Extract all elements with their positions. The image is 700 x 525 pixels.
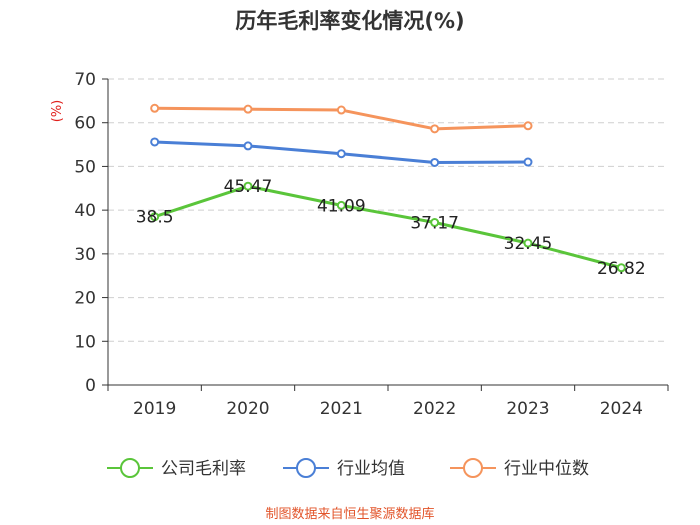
legend-marker: [120, 458, 140, 478]
legend-marker: [463, 458, 483, 478]
chart-title: 历年毛利率变化情况(%): [235, 9, 464, 33]
x-tick-label: 2022: [413, 399, 456, 419]
series-layer: [150, 103, 626, 273]
data-point: [430, 157, 440, 167]
y-tick-label: 40: [74, 201, 96, 221]
legend-label: 公司毛利率: [161, 459, 246, 479]
data-point: [243, 141, 253, 151]
data-label: 38.5: [136, 208, 174, 228]
x-tick-label: 2019: [133, 399, 176, 419]
data-point: [430, 124, 440, 134]
y-axis-unit-label: (%): [50, 100, 65, 123]
data-point: [430, 218, 440, 228]
y-tick-label: 0: [85, 376, 96, 396]
source-note: 制图数据来自恒生聚源数据库: [265, 506, 434, 522]
data-label: 45.47: [224, 177, 273, 197]
data-point: [150, 212, 160, 222]
data-point: [616, 263, 626, 273]
data-point: [336, 105, 346, 115]
y-tick-label: 10: [74, 332, 96, 352]
data-point: [523, 238, 533, 248]
data-point: [523, 121, 533, 131]
legend-item[interactable]: 行业均值: [283, 458, 405, 479]
y-tick-label: 30: [74, 245, 96, 265]
data-point: [336, 149, 346, 159]
data-label: 41.09: [317, 196, 366, 216]
y-tick-label: 60: [74, 114, 96, 134]
data-point: [523, 157, 533, 167]
legend-item[interactable]: 行业中位数: [450, 458, 589, 479]
data-point: [243, 181, 253, 191]
x-tick-label: 2020: [226, 399, 269, 419]
x-tick-label: 2024: [600, 399, 643, 419]
axes: 0 10 20 30 40 50 60 70 2019 2020 2021 2022 2023 2024: [74, 70, 669, 419]
data-label: 26.82: [597, 259, 646, 279]
series-line: [154, 184, 622, 270]
data-point: [150, 103, 160, 113]
legend[interactable]: 公司毛利率 行业均值 行业中位数: [107, 458, 589, 479]
legend-item[interactable]: 公司毛利率: [107, 458, 246, 479]
y-tick-label: 20: [74, 289, 96, 309]
data-label: 37.17: [410, 214, 459, 234]
grid-lines: [108, 78, 668, 342]
legend-label: 行业中位数: [504, 459, 589, 479]
x-tick-label: 2021: [320, 399, 363, 419]
data-labels: 38.5 45.47 41.09 37.17 32.45 26.82: [136, 177, 646, 279]
y-tick-label: 70: [74, 70, 96, 90]
data-point: [336, 200, 346, 210]
legend-marker: [296, 458, 316, 478]
legend-label: 行业均值: [337, 459, 405, 479]
y-tick-label: 50: [74, 157, 96, 177]
x-tick-label: 2023: [506, 399, 549, 419]
data-label: 32.45: [504, 234, 553, 254]
data-point: [243, 104, 253, 114]
data-point: [150, 137, 160, 147]
